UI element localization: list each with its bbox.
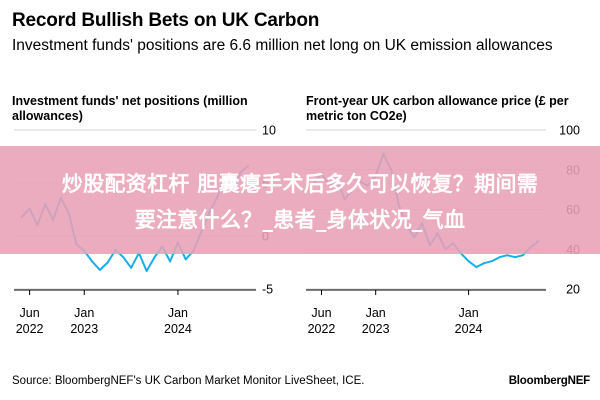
positions-data-point	[122, 256, 125, 259]
positions-x-tick-year: 2022	[16, 322, 44, 336]
brand-logo-text: BloombergNEF	[508, 375, 590, 387]
positions-data-point	[153, 256, 156, 259]
positions-data-point	[169, 260, 172, 263]
positions-x-tick-year: 2024	[164, 322, 192, 336]
positions-data-point	[98, 268, 101, 271]
price-x-tick-year: 2023	[362, 322, 390, 336]
positions-x-tick-label: Jan	[74, 306, 94, 320]
positions-x-tick-label: Jun	[20, 306, 40, 320]
price-data-point	[506, 254, 509, 257]
price-data-point	[467, 260, 470, 263]
price-data-point	[483, 262, 486, 265]
positions-y-tick-label: 10	[262, 124, 276, 138]
overlay-banner	[0, 146, 600, 254]
positions-data-point	[184, 258, 187, 261]
price-data-point	[521, 254, 524, 257]
positions-x-tick-year: 2023	[70, 322, 98, 336]
price-y-tick-label: 20	[566, 283, 580, 297]
source-note: Source: BloombergNEF's UK Carbon Market …	[12, 375, 365, 387]
price-data-point	[490, 260, 493, 263]
overlay-text-line-1: 炒股配资杠杆 胆囊瘪手术后多久可以恢复？期间需	[61, 172, 539, 196]
positions-data-point	[91, 260, 94, 263]
price-data-point	[514, 256, 517, 259]
left-panel-title: Investment funds' net positions (million…	[12, 94, 248, 123]
price-y-tick-label: 100	[559, 124, 580, 138]
positions-data-point	[130, 266, 133, 269]
price-x-tick-year: 2022	[308, 322, 336, 336]
positions-x-tick-label: Jan	[168, 306, 188, 320]
positions-data-point	[145, 269, 148, 272]
price-x-tick-year: 2024	[455, 322, 483, 336]
price-x-tick-label: Jun	[311, 306, 331, 320]
price-x-tick-label: Jan	[459, 306, 479, 320]
positions-data-point	[106, 261, 109, 264]
chart-title: Record Bullish Bets on UK Carbon	[12, 10, 320, 31]
chart-subtitle: Investment funds' positions are 6.6 mill…	[12, 37, 553, 54]
positions-y-tick-label: -5	[262, 283, 273, 297]
price-data-point	[498, 256, 501, 259]
right-panel-title: Front-year UK carbon allowance price (£ …	[306, 94, 569, 123]
price-x-tick-label: Jan	[366, 306, 386, 320]
overlay-text-line-2: 要注意什么？_患者_身体状况_气血	[134, 208, 466, 232]
price-data-point	[475, 266, 478, 269]
